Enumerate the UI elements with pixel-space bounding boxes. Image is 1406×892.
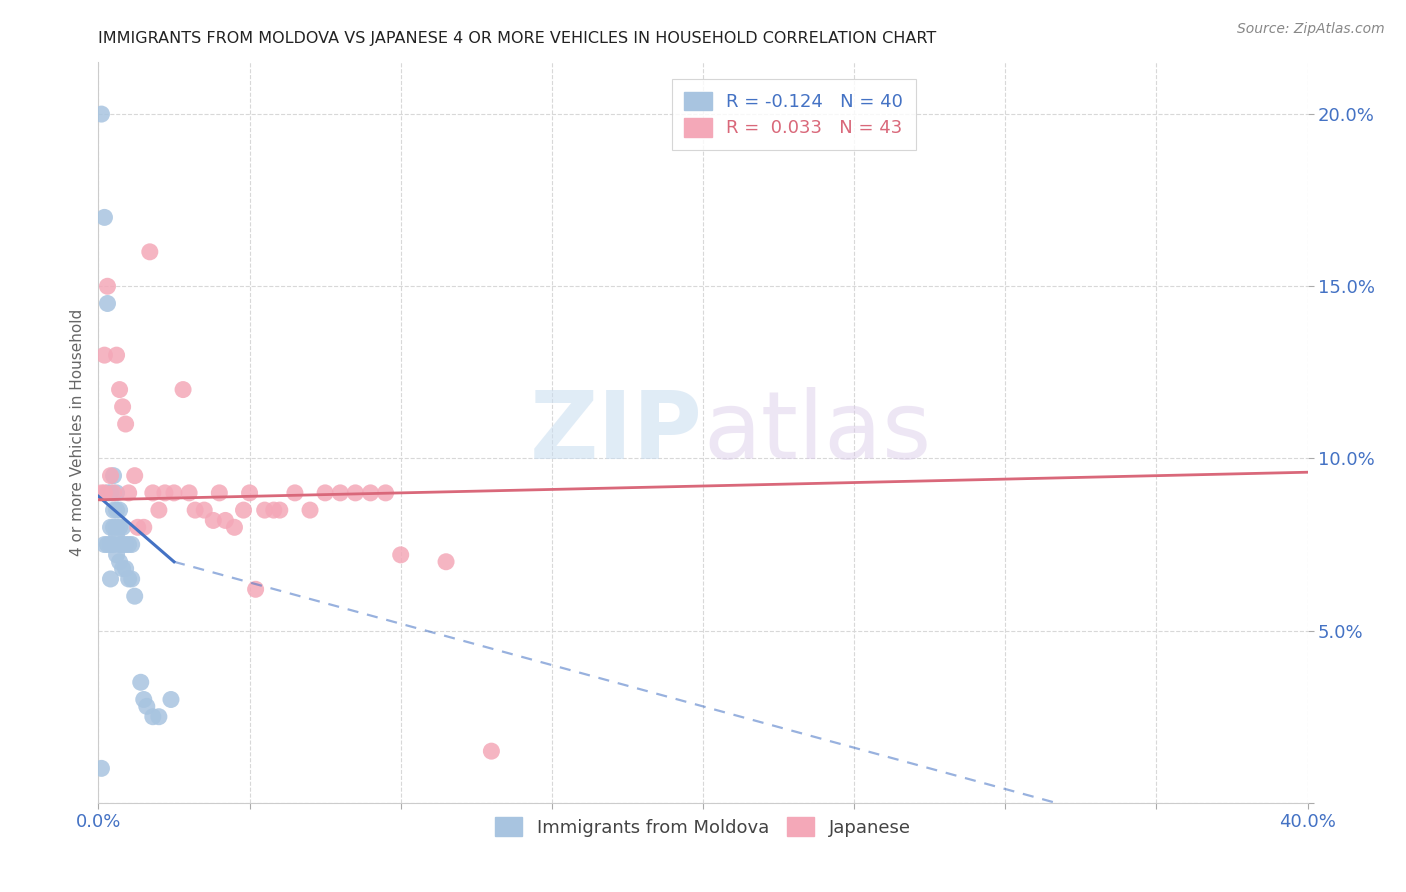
Point — [263, 503, 285, 517]
Point — [193, 503, 215, 517]
Point — [299, 503, 322, 517]
Point — [105, 548, 128, 562]
Point — [96, 486, 118, 500]
Point — [124, 468, 146, 483]
Point — [160, 692, 183, 706]
Point — [314, 486, 336, 500]
Point — [108, 503, 131, 517]
Point — [172, 383, 194, 397]
Point — [105, 348, 128, 362]
Legend: Immigrants from Moldova, Japanese: Immigrants from Moldova, Japanese — [486, 808, 920, 846]
Point — [132, 692, 155, 706]
Point — [269, 503, 291, 517]
Point — [118, 572, 141, 586]
Y-axis label: 4 or more Vehicles in Household: 4 or more Vehicles in Household — [69, 309, 84, 557]
Point — [124, 589, 146, 603]
Point — [389, 548, 412, 562]
Point — [105, 503, 128, 517]
Point — [93, 537, 115, 551]
Point — [103, 537, 125, 551]
Point — [253, 503, 276, 517]
Point — [129, 675, 152, 690]
Point — [100, 486, 122, 500]
Point — [111, 520, 134, 534]
Point — [105, 520, 128, 534]
Point — [103, 468, 125, 483]
Point — [90, 107, 112, 121]
Point — [103, 503, 125, 517]
Point — [232, 503, 254, 517]
Point — [108, 520, 131, 534]
Point — [90, 761, 112, 775]
Point — [284, 486, 307, 500]
Point — [105, 486, 128, 500]
Point — [132, 520, 155, 534]
Point — [108, 537, 131, 551]
Point — [208, 486, 231, 500]
Point — [121, 537, 143, 551]
Point — [121, 572, 143, 586]
Text: IMMIGRANTS FROM MOLDOVA VS JAPANESE 4 OR MORE VEHICLES IN HOUSEHOLD CORRELATION : IMMIGRANTS FROM MOLDOVA VS JAPANESE 4 OR… — [98, 31, 936, 46]
Point — [374, 486, 396, 500]
Text: Source: ZipAtlas.com: Source: ZipAtlas.com — [1237, 22, 1385, 37]
Point — [245, 582, 267, 597]
Point — [135, 699, 157, 714]
Point — [329, 486, 352, 500]
Point — [111, 561, 134, 575]
Point — [111, 400, 134, 414]
Point — [105, 527, 128, 541]
Point — [153, 486, 176, 500]
Point — [114, 561, 136, 575]
Point — [114, 417, 136, 431]
Point — [163, 486, 186, 500]
Point — [179, 486, 201, 500]
Point — [224, 520, 246, 534]
Point — [118, 537, 141, 551]
Point — [96, 537, 118, 551]
Point — [142, 709, 165, 723]
Point — [434, 555, 457, 569]
Point — [344, 486, 367, 500]
Point — [148, 709, 170, 723]
Point — [103, 486, 125, 500]
Point — [108, 383, 131, 397]
Point — [108, 555, 131, 569]
Point — [90, 486, 112, 500]
Point — [202, 513, 225, 527]
Point — [93, 348, 115, 362]
Point — [142, 486, 165, 500]
Text: atlas: atlas — [703, 386, 931, 479]
Point — [103, 520, 125, 534]
Point — [114, 537, 136, 551]
Point — [239, 486, 262, 500]
Point — [118, 486, 141, 500]
Point — [100, 520, 122, 534]
Text: ZIP: ZIP — [530, 386, 703, 479]
Point — [93, 211, 115, 225]
Point — [139, 244, 162, 259]
Point — [96, 296, 118, 310]
Point — [481, 744, 503, 758]
Point — [111, 537, 134, 551]
Point — [96, 279, 118, 293]
Point — [100, 572, 122, 586]
Point — [148, 503, 170, 517]
Point — [100, 468, 122, 483]
Point — [127, 520, 149, 534]
Point — [184, 503, 207, 517]
Point — [360, 486, 382, 500]
Point — [214, 513, 236, 527]
Point — [100, 537, 122, 551]
Point — [93, 486, 115, 500]
